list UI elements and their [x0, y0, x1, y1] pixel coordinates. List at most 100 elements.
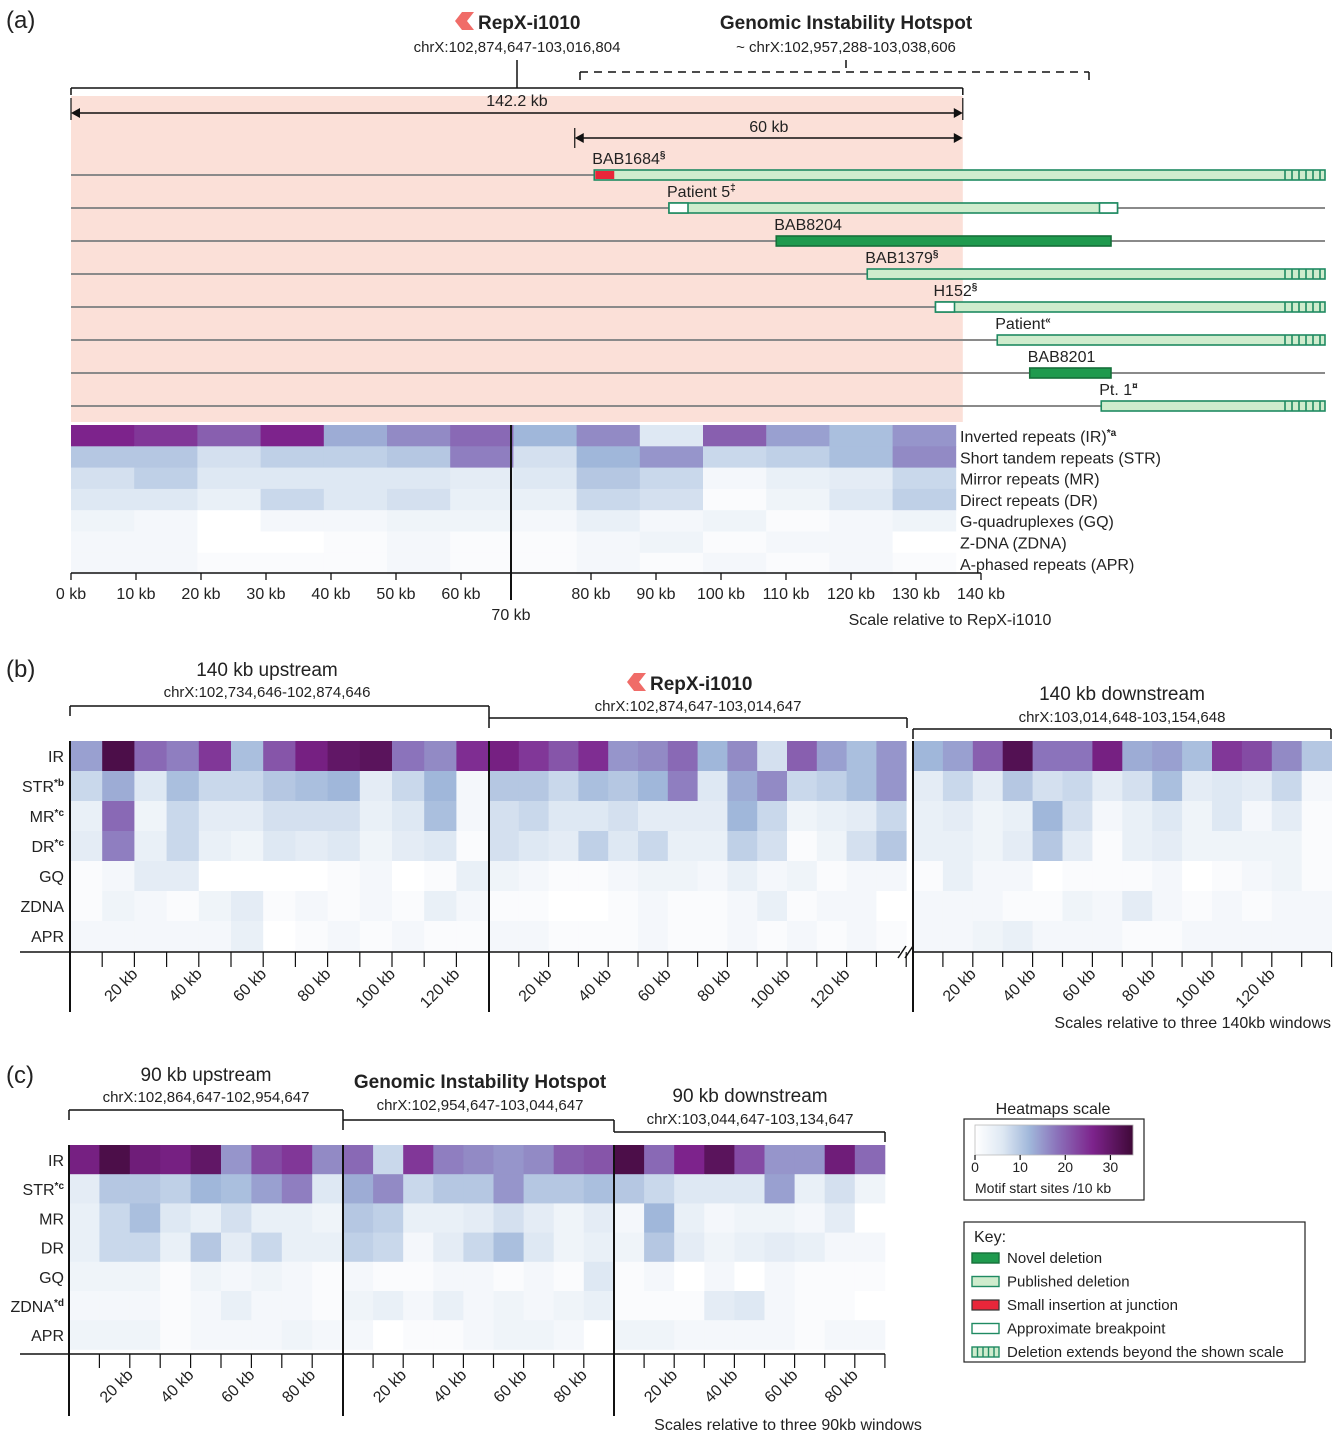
heatmap-cell — [703, 467, 767, 490]
heatmap-cell — [1271, 801, 1303, 832]
gradient-slice — [1077, 1125, 1079, 1155]
heatmap-cell — [69, 1232, 100, 1263]
key-label: Published deletion — [1007, 1274, 1130, 1291]
heatmap-cell — [892, 467, 957, 490]
heatmap-cell — [424, 891, 457, 922]
heatmap-cell — [794, 1232, 826, 1263]
published-deletion-bar — [866, 268, 1326, 280]
heatmap-cell — [614, 1174, 645, 1204]
heatmap-cell — [403, 1320, 434, 1350]
gradient-slice — [1093, 1125, 1095, 1155]
downstream-coords-c: chrX:103,044,647-103,134,647 — [647, 1111, 854, 1128]
heatmap-cell — [134, 425, 198, 447]
heatmap-cell — [424, 831, 457, 862]
heatmap-cell — [343, 1261, 374, 1292]
heatmap-cell — [343, 1203, 374, 1233]
heatmap-cell — [846, 741, 877, 772]
x-tick-label: 30 kb — [246, 586, 285, 603]
gradient-slice — [1104, 1125, 1106, 1155]
heatmap-cell — [1002, 831, 1033, 862]
heatmap-cell — [614, 1232, 645, 1263]
heatmap-cell — [757, 861, 788, 892]
x-tick-label: 40 kb — [311, 586, 350, 603]
heatmap-cell — [392, 741, 425, 772]
heatmap-cell — [102, 891, 135, 922]
heatmap-cell — [727, 921, 758, 952]
heatmap-cell — [327, 891, 361, 922]
heatmap-cell — [553, 1145, 585, 1175]
heatmap-cell — [667, 861, 698, 892]
gradient-slice — [1074, 1125, 1076, 1155]
heatmap-cell — [343, 1145, 374, 1175]
gradient-slice — [1006, 1125, 1008, 1155]
heatmap-cell — [281, 1261, 313, 1292]
heatmap-cell — [523, 1145, 555, 1175]
heatmap-b-downstream — [913, 741, 1332, 952]
gradient-slice — [1127, 1125, 1129, 1155]
heatmap-cell — [197, 510, 261, 532]
heatmap-cell — [1062, 861, 1093, 892]
panel-label-a: (a) — [6, 7, 35, 34]
heatmap-cell — [578, 771, 609, 802]
gradient-slice — [1012, 1125, 1014, 1155]
heatmap-cell — [892, 552, 957, 575]
heatmap-cell — [312, 1145, 343, 1175]
gradient-slice — [991, 1125, 993, 1155]
gradient-slice — [1129, 1125, 1131, 1155]
gradient-slice — [1131, 1125, 1133, 1155]
heatmap-cell — [1122, 801, 1153, 832]
heatmap-cell — [1212, 801, 1243, 832]
heatmap-cell — [1002, 741, 1033, 772]
heatmap-cell — [913, 921, 944, 952]
heatmap-cell — [70, 831, 103, 862]
heatmap-cell — [1002, 921, 1033, 952]
gradient-slice — [1042, 1125, 1044, 1155]
published-deletion-bar — [1100, 400, 1326, 412]
heatmap-cell — [190, 1291, 222, 1321]
heatmap-cell — [876, 741, 907, 772]
heatmap-cell — [734, 1145, 765, 1175]
heatmap-cell — [392, 801, 425, 832]
row-label: G-quadruplexes (GQ) — [960, 514, 1114, 531]
heatmap-cell — [766, 467, 830, 490]
heatmap-cell — [166, 831, 200, 862]
heatmap-cell — [456, 741, 489, 772]
heatmap-cell — [359, 741, 393, 772]
x-tick-label: 60 kb — [441, 586, 480, 603]
case-row: BAB1379§ — [71, 249, 1326, 280]
heatmap-cell — [1032, 831, 1063, 862]
heatmap-cell — [518, 741, 549, 772]
heatmap-cell — [1182, 921, 1213, 952]
heatmap-cell — [703, 425, 767, 447]
heatmap-cell — [523, 1291, 555, 1321]
heatmap-cell — [327, 861, 361, 892]
gradient-slice — [978, 1125, 980, 1155]
heatmap-cell — [493, 1320, 524, 1350]
heatmap-cell — [667, 801, 698, 832]
gradient-slice — [1082, 1125, 1084, 1155]
heatmap-cell — [766, 425, 830, 447]
heatmap-cell — [703, 510, 767, 532]
repx-title-b: RepX-i1010 — [650, 674, 752, 695]
gradient-slice — [1065, 1125, 1067, 1155]
gradient-slice — [1039, 1125, 1041, 1155]
heatmap-cell — [816, 891, 847, 922]
heatmap-cell — [518, 801, 549, 832]
row-label: MR*c — [30, 808, 65, 826]
x-tick-label-70: 70 kb — [491, 607, 530, 624]
gradient-slice — [994, 1125, 996, 1155]
heatmap-b-upstream — [70, 741, 489, 952]
heatmap-cell — [787, 831, 818, 862]
gradient-slice — [1020, 1125, 1022, 1155]
heatmap-cell — [387, 446, 451, 468]
row-label: MR — [39, 1211, 64, 1228]
heatmap-cell — [942, 921, 974, 952]
heatmap-cell — [99, 1291, 131, 1321]
gradient-slice — [1083, 1125, 1085, 1155]
gradient-slice — [1110, 1125, 1112, 1155]
heatmap-cell — [71, 552, 135, 575]
heatmap-cell — [134, 921, 167, 952]
heatmap-cell — [260, 446, 325, 468]
gradient-slice — [1013, 1125, 1015, 1155]
heatmap-cell — [1271, 771, 1303, 802]
